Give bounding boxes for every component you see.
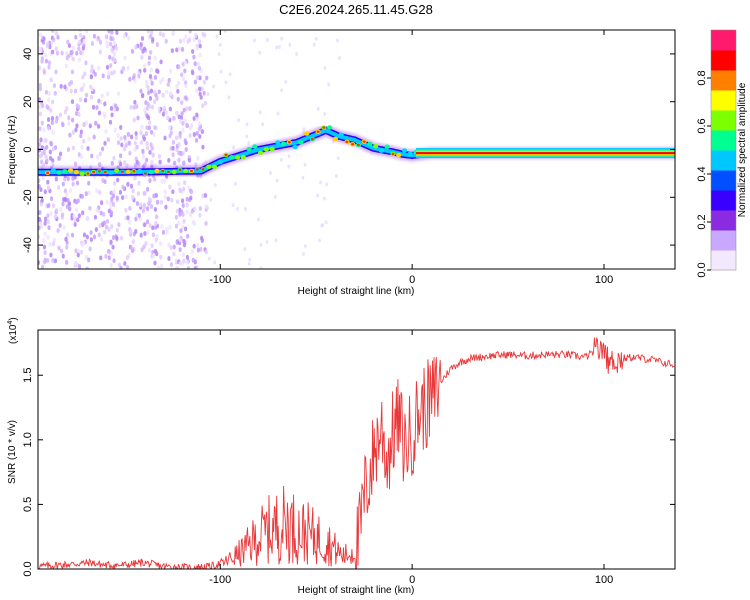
x-tick-label: -100	[209, 274, 231, 286]
colorbar-tick-label: 0.2	[696, 214, 708, 229]
colorbar-segment	[711, 110, 736, 131]
colorbar-segment	[711, 50, 736, 71]
x-tick-label: 0	[409, 274, 415, 286]
y-tick-label: 0	[22, 146, 34, 152]
snr-x-axis-label: Height of straight line (km)	[298, 585, 415, 596]
colorbar-label: Normalized spectral amplitude	[737, 82, 748, 217]
colorbar-tick-label: 0.8	[696, 70, 708, 85]
y-tick-label: -40	[22, 237, 34, 253]
spectrogram-x-ticks: -100 0 100	[209, 30, 613, 286]
colorbar-segment	[711, 250, 736, 271]
colorbar-segment	[711, 130, 736, 151]
y-tick-label: 20	[22, 96, 34, 108]
x-tick-label: 100	[595, 274, 613, 286]
snr-scale-label: (x104)	[7, 317, 19, 344]
x-tick-label: 100	[595, 574, 613, 586]
colorbar-segment	[711, 30, 736, 51]
y-tick-label: 1.5	[22, 368, 34, 383]
spectrogram-y-ticks: -40 -20 0 20 40	[22, 48, 675, 253]
colorbar-tick-label: 0.0	[696, 262, 708, 277]
colorbar-segment	[711, 170, 736, 191]
colorbar-segment	[711, 190, 736, 211]
spectrogram-y-axis-label: Frequency (Hz)	[7, 116, 18, 185]
snr-x-ticks: -100 0 100	[209, 330, 613, 586]
chart-title: C2E6.2024.265.11.45.G28	[279, 2, 433, 17]
colorbar-tick-label: 0.4	[696, 166, 708, 181]
spectrogram-background	[38, 30, 341, 269]
colorbar-frame	[710, 29, 737, 271]
x-tick-label: 0	[409, 574, 415, 586]
colorbar-ticks: 0.0 0.2 0.4 0.6 0.8	[696, 70, 711, 278]
colorbar-segment	[711, 210, 736, 231]
spectrogram-x-axis-label: Height of straight line (km)	[298, 286, 415, 297]
colorbar-segment	[711, 90, 736, 111]
colorbar-tick-label: 0.6	[696, 118, 708, 133]
snr-series-line	[38, 337, 675, 569]
y-tick-label: 1.0	[22, 432, 34, 447]
y-tick-label: 40	[22, 48, 34, 60]
snr-y-ticks: 0.0 0.5 1.0 1.5	[22, 368, 675, 577]
snr-frame	[37, 329, 676, 570]
colorbar-segment	[711, 150, 736, 171]
spectrogram-ridge	[38, 123, 675, 179]
colorbar	[711, 30, 736, 271]
colorbar-segment	[711, 230, 736, 251]
y-tick-label: 0.0	[22, 561, 34, 576]
x-tick-label: -100	[209, 574, 231, 586]
y-tick-label: 0.5	[22, 497, 34, 512]
snr-y-axis-label: SNR (10 * v/v)	[7, 420, 18, 484]
colorbar-segment	[711, 70, 736, 91]
y-tick-label: -20	[22, 189, 34, 205]
